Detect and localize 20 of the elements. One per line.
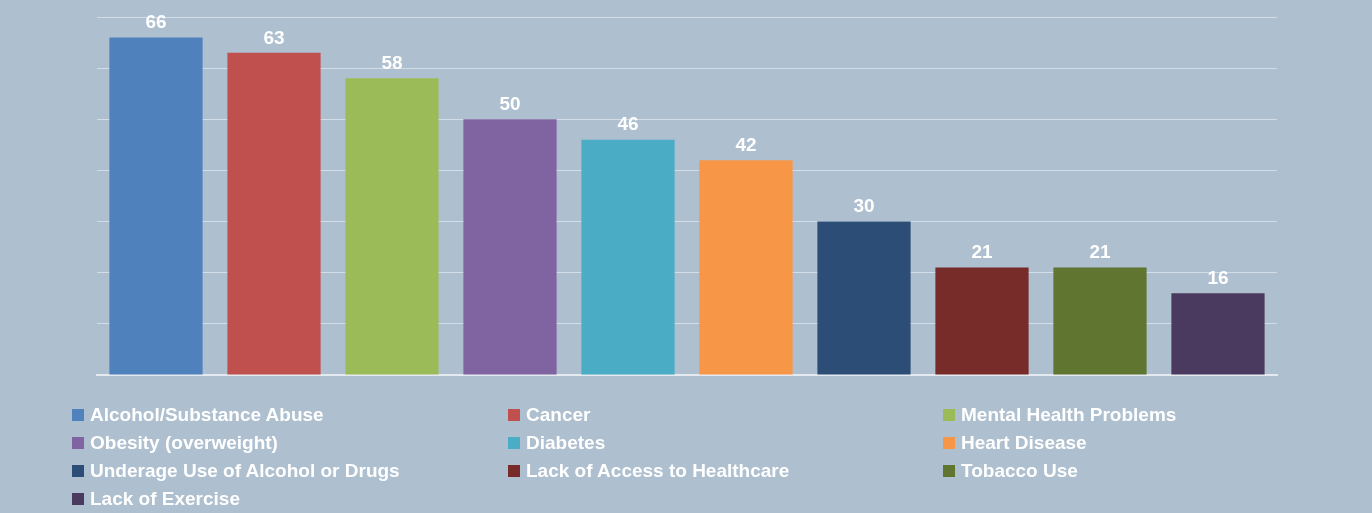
legend-label: Lack of Exercise [90,488,240,510]
legend-label: Cancer [526,404,591,426]
legend-label: Diabetes [526,432,606,454]
legend-label: Underage Use of Alcohol or Drugs [90,460,400,482]
data-label: 42 [735,133,757,155]
legend-label: Obesity (overweight) [90,432,278,454]
data-label: 58 [381,52,403,74]
legend-label: Tobacco Use [961,460,1078,482]
legend-label: Mental Health Problems [961,404,1177,426]
data-label: 63 [263,26,285,48]
legend-label: Heart Disease [961,432,1087,454]
data-label: 50 [499,93,521,115]
data-label: 66 [145,11,167,33]
legend-label: Lack of Access to Healthcare [526,460,790,482]
data-label: 16 [1207,266,1229,288]
data-label: 21 [1089,241,1111,263]
data-label: 30 [853,195,875,217]
data-label: 21 [971,241,993,263]
data-label: 46 [617,113,639,135]
legend-label: Alcohol/Substance Abuse [90,404,324,426]
